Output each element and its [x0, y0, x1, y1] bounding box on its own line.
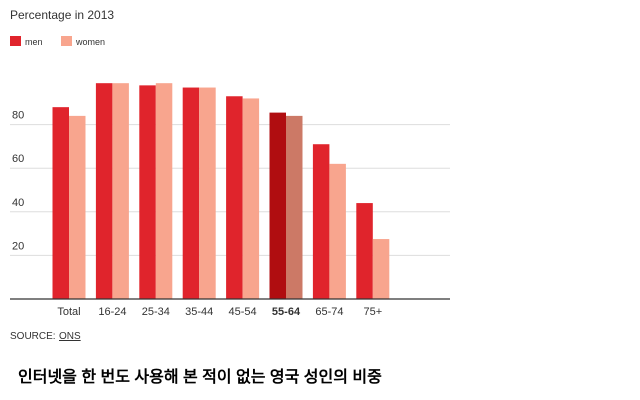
x-tick-label: 55-64 [272, 306, 301, 318]
y-tick-label: 20 [12, 240, 24, 252]
source-link[interactable]: ONS [59, 331, 81, 342]
bar [312, 144, 330, 299]
y-tick-label: 60 [12, 153, 24, 165]
source-label: SOURCE: [10, 331, 56, 342]
bar [242, 98, 260, 299]
bar [52, 107, 69, 299]
x-tick-label: Total [57, 306, 80, 318]
bar [372, 239, 390, 299]
bar [286, 115, 303, 299]
bar [329, 163, 346, 299]
bar [139, 85, 156, 299]
x-tick-label: 25-34 [142, 306, 170, 318]
bar [356, 203, 373, 299]
legend-swatch [61, 36, 72, 46]
bar [182, 87, 200, 299]
x-tick-label: 75+ [363, 306, 382, 318]
y-tick-label: 40 [12, 197, 24, 209]
source: SOURCE: ONS [10, 331, 81, 342]
bar [69, 115, 86, 299]
chart-title: Percentage in 2013 [10, 8, 114, 22]
bar [226, 96, 243, 299]
bar [199, 87, 216, 299]
x-tick-label: 65-74 [315, 306, 343, 318]
legend-label: men [25, 37, 43, 47]
x-tick-label: 35-44 [185, 306, 213, 318]
legend-swatch [10, 36, 21, 46]
bar [95, 83, 113, 300]
legend-label: women [75, 37, 105, 47]
x-tick-label: 45-54 [229, 306, 257, 318]
caption: 인터넷을 한 번도 사용해 본 적이 없는 영국 성인의 비중 [18, 367, 382, 386]
y-tick-label: 80 [12, 110, 24, 122]
bar [269, 112, 286, 299]
bar [155, 83, 173, 300]
x-tick-label: 16-24 [98, 306, 126, 318]
bar [112, 83, 129, 300]
